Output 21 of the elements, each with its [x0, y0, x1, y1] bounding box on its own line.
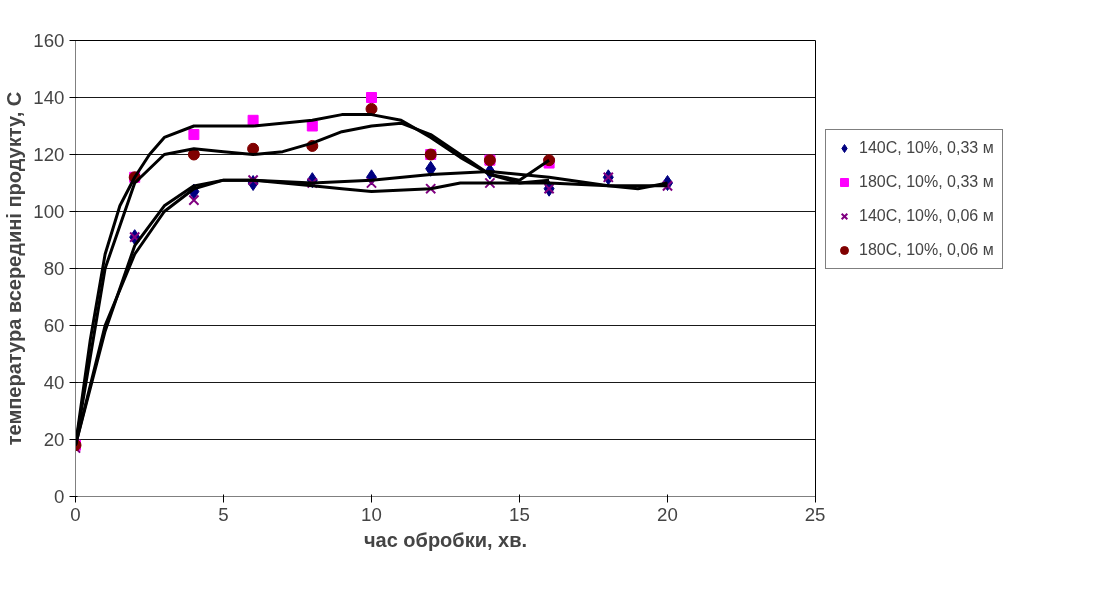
x-tick-label: 10 — [361, 503, 382, 525]
y-axis-title: температура всередині продукту, С — [3, 91, 26, 446]
y-tick-label: 80 — [43, 258, 65, 279]
x-axis-title: час обробки, хв. — [363, 528, 528, 551]
x-tick-label: 20 — [657, 503, 678, 525]
y-tick-label: 120 — [33, 144, 65, 165]
x-tick-label: 25 — [804, 503, 826, 525]
y-tick-label: 140 — [33, 87, 65, 108]
legend-label: 140С, 10%, 0,06 м — [859, 207, 994, 225]
y-tick-label: 60 — [43, 315, 65, 336]
x-tick-label: 15 — [509, 503, 530, 525]
y-tick-label: 100 — [33, 201, 65, 222]
legend-label: 180С, 10%, 0,33 м — [859, 173, 994, 191]
legend-label: 180С, 10%, 0,06 м — [859, 241, 994, 259]
x-tick-label: 5 — [218, 503, 229, 525]
y-tick-label: 160 — [33, 30, 65, 51]
y-tick-label: 0 — [54, 486, 65, 507]
legend-label: 140С, 10%, 0,33 м — [859, 139, 994, 157]
x-tick-label: 0 — [70, 503, 81, 525]
y-tick-label: 20 — [43, 429, 65, 450]
y-tick-label: 40 — [43, 372, 65, 393]
